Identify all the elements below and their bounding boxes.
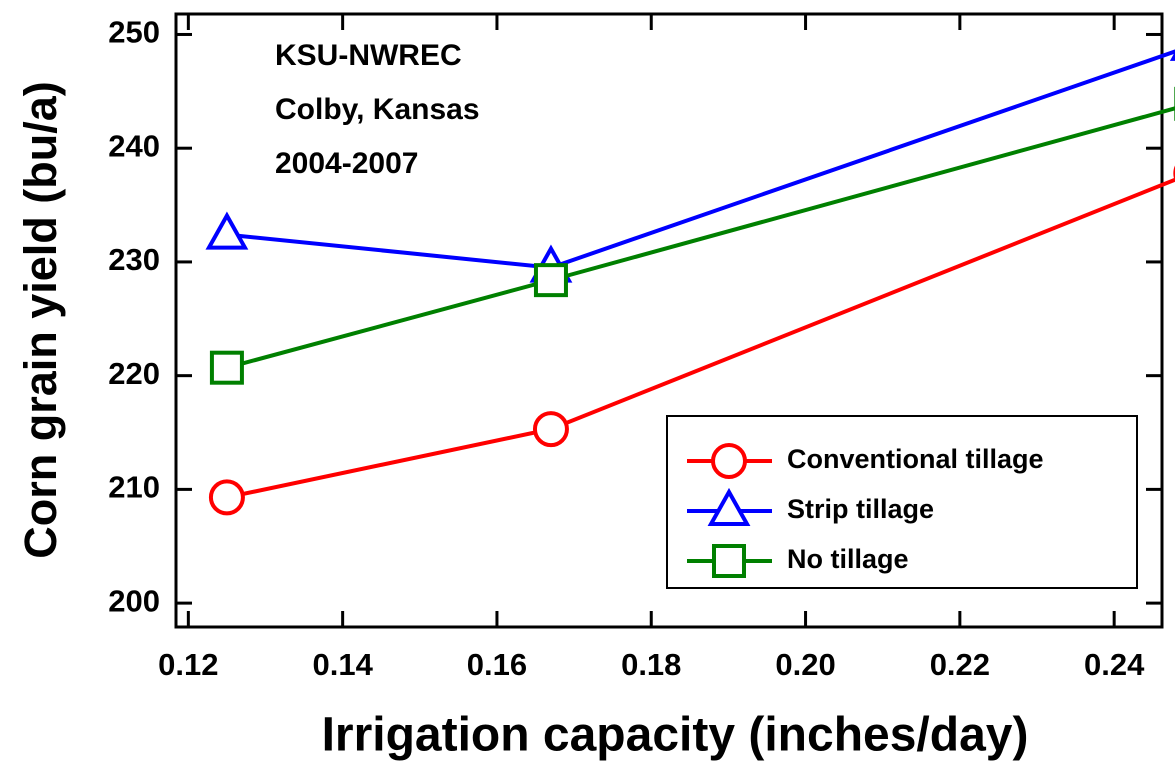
legend: Conventional tillage Strip tillage No till… (666, 415, 1138, 589)
x-axis-title: Irrigation capacity (inches/day) (322, 709, 1029, 762)
x-tick-label: 0.24 (1084, 647, 1145, 682)
y-tick-label: 230 (108, 242, 160, 277)
x-tick-label: 0.12 (158, 647, 218, 682)
x-tick-label: 0.16 (467, 647, 527, 682)
marker (208, 479, 245, 516)
x-tick-label: 0.22 (930, 647, 990, 682)
marker (532, 411, 569, 448)
x-tick-label: 0.18 (621, 647, 681, 682)
annotation: Colby, Kansas (275, 93, 480, 126)
x-tick-label: 0.14 (312, 647, 373, 682)
marker (209, 350, 244, 385)
legend-label: No tillage (787, 544, 909, 574)
y-axis-title: Corn grain yield (bu/a) (15, 81, 66, 559)
legend-label: Conventional tillage (787, 444, 1044, 474)
y-tick-label: 200 (108, 583, 160, 618)
marker (707, 487, 751, 526)
x-tick-label: 0.20 (775, 647, 835, 682)
marker (205, 211, 249, 250)
y-tick-label: 250 (108, 15, 160, 50)
legend-label: Strip tillage (787, 494, 934, 524)
marker (711, 443, 747, 479)
marker (712, 544, 746, 578)
plot-frame (174, 12, 1164, 629)
annotation: 2004-2007 (275, 147, 418, 180)
marker (533, 263, 568, 298)
annotation: KSU-NWREC (275, 39, 462, 72)
y-tick-label: 220 (108, 356, 160, 391)
y-tick-label: 210 (108, 470, 160, 505)
y-tick-label: 240 (108, 128, 160, 163)
